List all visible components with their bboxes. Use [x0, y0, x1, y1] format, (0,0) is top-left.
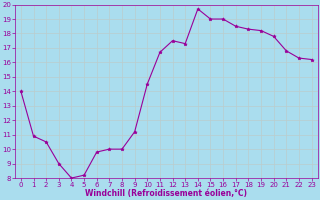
X-axis label: Windchill (Refroidissement éolien,°C): Windchill (Refroidissement éolien,°C)	[85, 189, 247, 198]
